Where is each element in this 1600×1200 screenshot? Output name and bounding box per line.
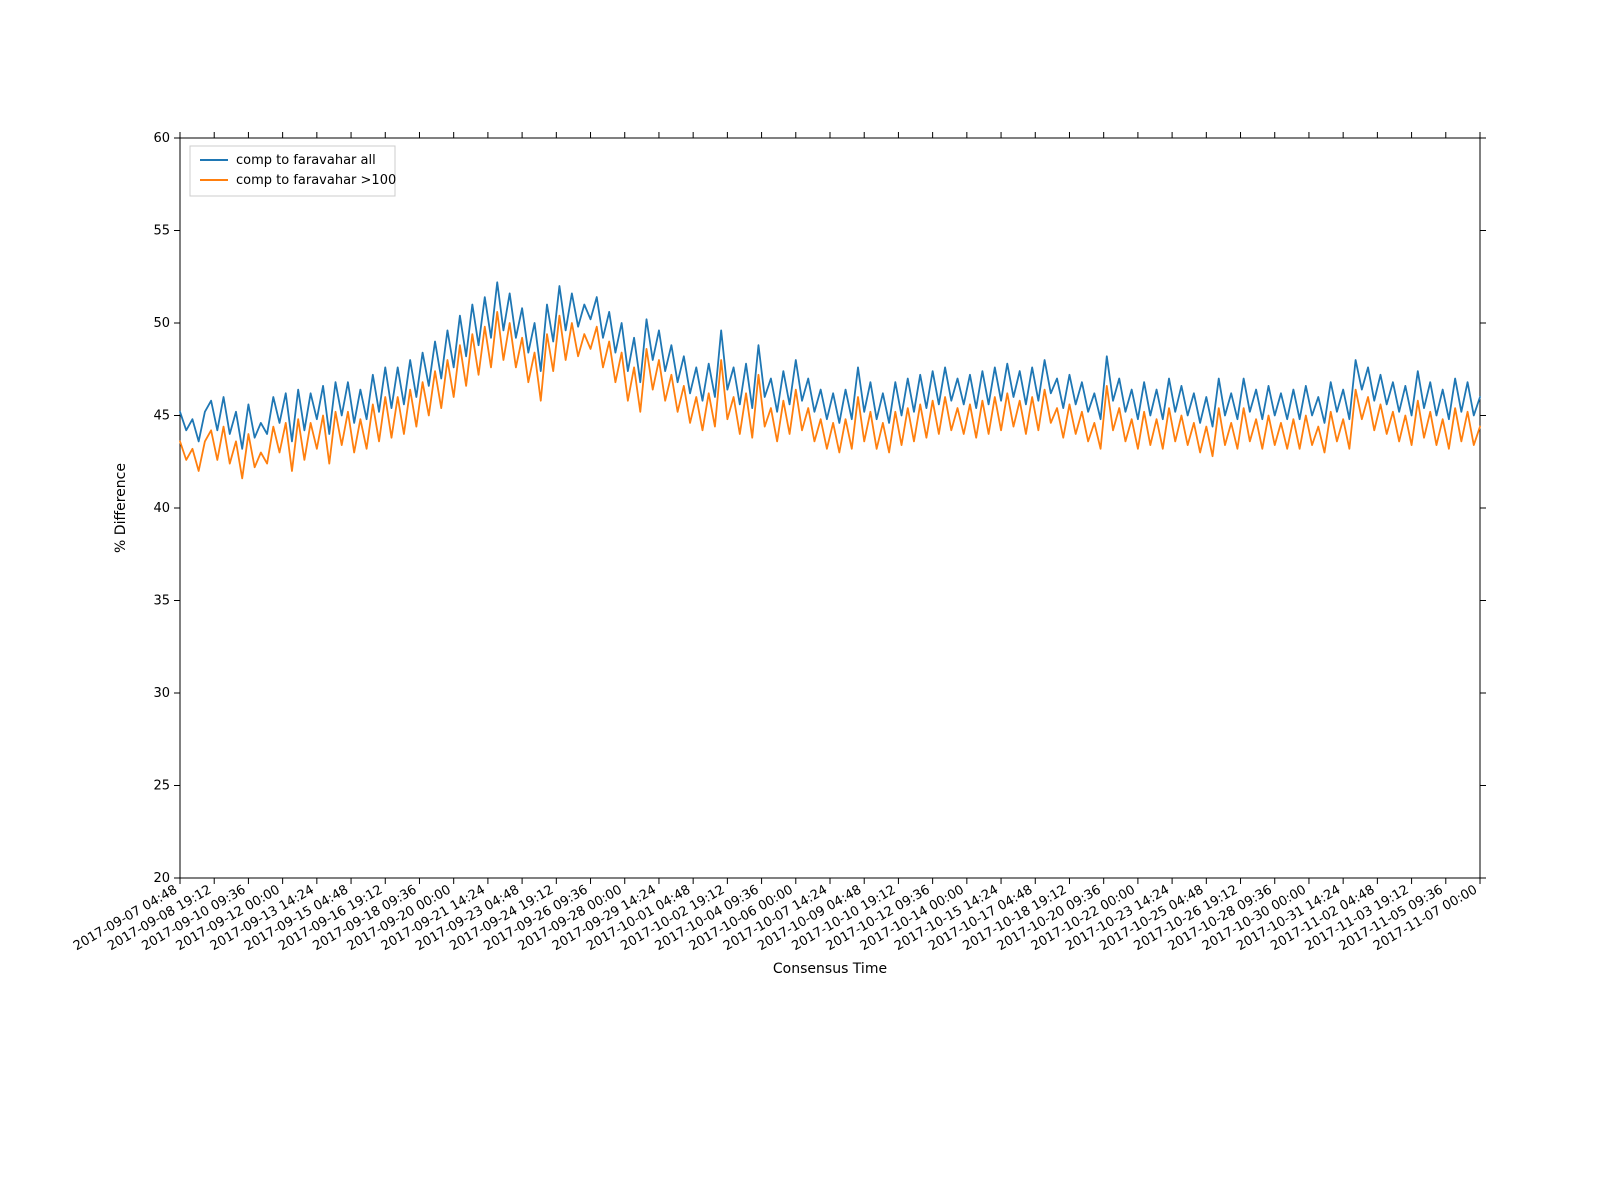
line-chart: 202530354045505560% Difference2017-09-07… [0,0,1600,1200]
y-tick-label: 50 [153,316,170,331]
y-tick-label: 25 [153,779,170,794]
x-axis-label: Consensus Time [773,961,887,977]
y-tick-label: 20 [153,871,170,886]
series-line-0 [180,282,1480,449]
chart-svg: 202530354045505560% Difference2017-09-07… [0,0,1600,1200]
y-tick-label: 55 [153,224,170,239]
series-line-1 [180,312,1480,479]
plot-border [180,138,1480,878]
y-tick-label: 30 [153,686,170,701]
y-axis-label: % Difference [113,463,129,553]
y-tick-label: 40 [153,501,170,516]
legend-label: comp to faravahar all [236,153,376,168]
y-tick-label: 35 [153,594,170,609]
y-tick-label: 60 [153,131,170,146]
legend-label: comp to faravahar >100 [236,173,396,188]
y-tick-label: 45 [153,409,170,424]
